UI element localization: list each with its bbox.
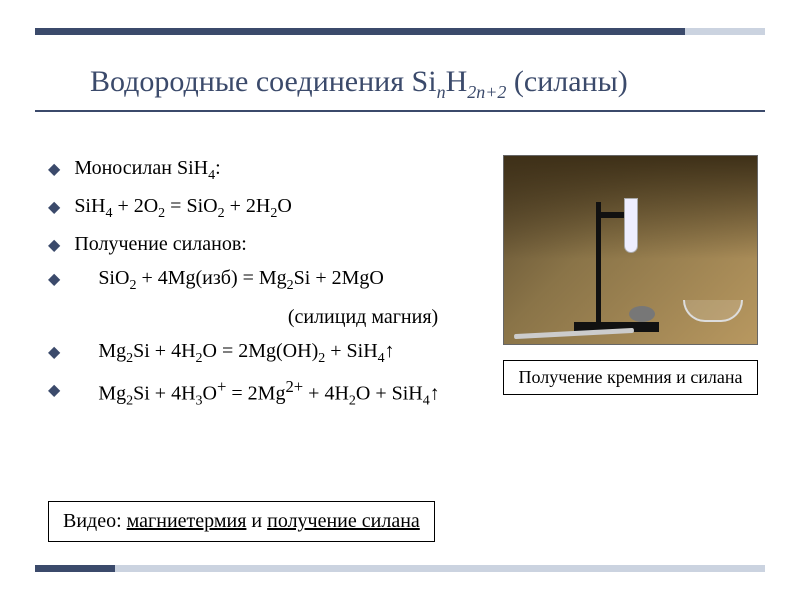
list-text: SiO2 + 4Mg(изб) = Mg2Si + 2MgO	[74, 265, 384, 295]
experiment-photo	[503, 155, 758, 345]
list-item: (силицид магния)	[48, 304, 508, 330]
diamond-icon: ◆	[48, 197, 60, 217]
list-text: Получение силанов:	[74, 231, 247, 257]
top-bar-dark	[35, 28, 765, 35]
bowl-icon	[683, 300, 743, 322]
video-link-1[interactable]: магниетермия	[127, 510, 247, 532]
video-link-2[interactable]: получение силана	[267, 510, 420, 532]
list-item: ◆ SiO2 + 4Mg(изб) = Mg2Si + 2MgO	[48, 265, 508, 295]
list-item: ◆ Mg2Si + 4H3O+ = 2Mg2+ + 4H2O + SiH4↑	[48, 376, 508, 411]
list-text: Mg2Si + 4H3O+ = 2Mg2+ + 4H2O + SiH4↑	[74, 376, 439, 411]
list-text: Моносилан SiH4:	[74, 155, 220, 185]
bullet-list: ◆ Моносилан SiH4: ◆ SiH4 + 2O2 = SiO2 + …	[48, 155, 508, 419]
list-text: SiH4 + 2O2 = SiO2 + 2H2O	[74, 193, 291, 223]
list-item: ◆ Mg2Si + 4H2O = 2Mg(OH)2 + SiH4↑	[48, 338, 508, 368]
lab-stand-icon	[574, 202, 664, 332]
diamond-icon: ◆	[48, 269, 60, 289]
list-item: ◆ SiH4 + 2O2 = SiO2 + 2H2O	[48, 193, 508, 223]
list-text: Mg2Si + 4H2O = 2Mg(OH)2 + SiH4↑	[74, 338, 394, 368]
list-item: ◆ Получение силанов:	[48, 231, 508, 257]
diamond-icon: ◆	[48, 235, 60, 255]
video-prefix: Видео:	[63, 510, 127, 532]
photo-caption: Получение кремния и силана	[503, 360, 758, 395]
diamond-icon: ◆	[48, 342, 60, 362]
list-item: ◆ Моносилан SiH4:	[48, 155, 508, 185]
diamond-icon: ◆	[48, 159, 60, 179]
slide-title: Водородные соединения SinH2n+2 (силаны)	[90, 65, 628, 103]
video-links-box: Видео: магниетермия и получение силана	[48, 501, 435, 542]
bottom-bar-light	[35, 565, 765, 572]
bottom-bar-dark	[35, 565, 115, 572]
video-mid: и	[246, 510, 267, 532]
list-text: (силицид магния)	[118, 304, 438, 330]
diamond-icon: ◆	[48, 380, 60, 400]
top-bar-light	[685, 28, 765, 35]
title-underline	[35, 110, 765, 112]
